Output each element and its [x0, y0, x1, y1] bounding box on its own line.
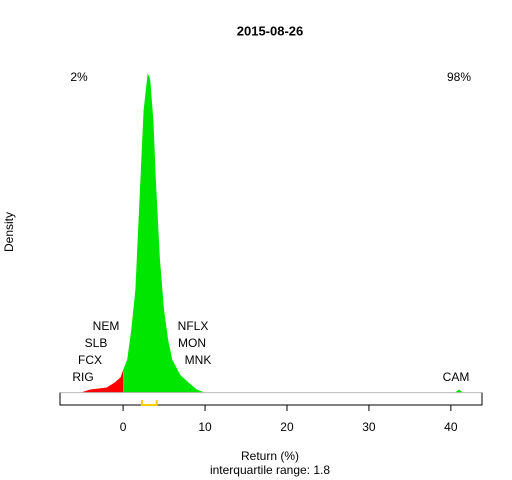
axis-frame	[59, 392, 483, 406]
x-tick-label: 20	[280, 420, 294, 434]
x-tick-label: 0	[120, 420, 127, 434]
ticker-label: RIG	[72, 370, 93, 384]
ticker-label: MNK	[185, 353, 212, 367]
negative-share: 2%	[70, 70, 88, 84]
ticker-label: NFLX	[178, 319, 209, 333]
negative-area	[80, 369, 124, 393]
y-axis-label: Density	[2, 212, 16, 252]
x-tick-label: 10	[198, 420, 212, 434]
ticker-label: FCX	[78, 353, 102, 367]
positive-share: 98%	[447, 70, 471, 84]
ticker-label: NEM	[93, 319, 120, 333]
ticker-label: CAM	[443, 370, 470, 384]
x-tick-label: 30	[362, 420, 376, 434]
ticker-label: MON	[178, 336, 206, 350]
chart-title: 2015-08-26	[237, 23, 304, 38]
x-axis-label: Return (%)	[241, 449, 299, 463]
positive-area	[123, 73, 206, 393]
interquartile-marker	[140, 400, 158, 406]
ticker-label: SLB	[85, 336, 108, 350]
subtitle: interquartile range: 1.8	[210, 463, 330, 477]
x-tick-label: 40	[444, 420, 458, 434]
positive-area	[454, 389, 464, 393]
